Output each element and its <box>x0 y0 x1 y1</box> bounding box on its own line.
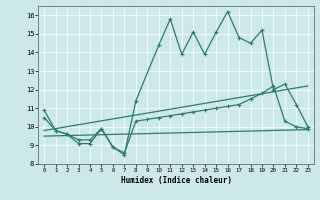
X-axis label: Humidex (Indice chaleur): Humidex (Indice chaleur) <box>121 176 231 185</box>
